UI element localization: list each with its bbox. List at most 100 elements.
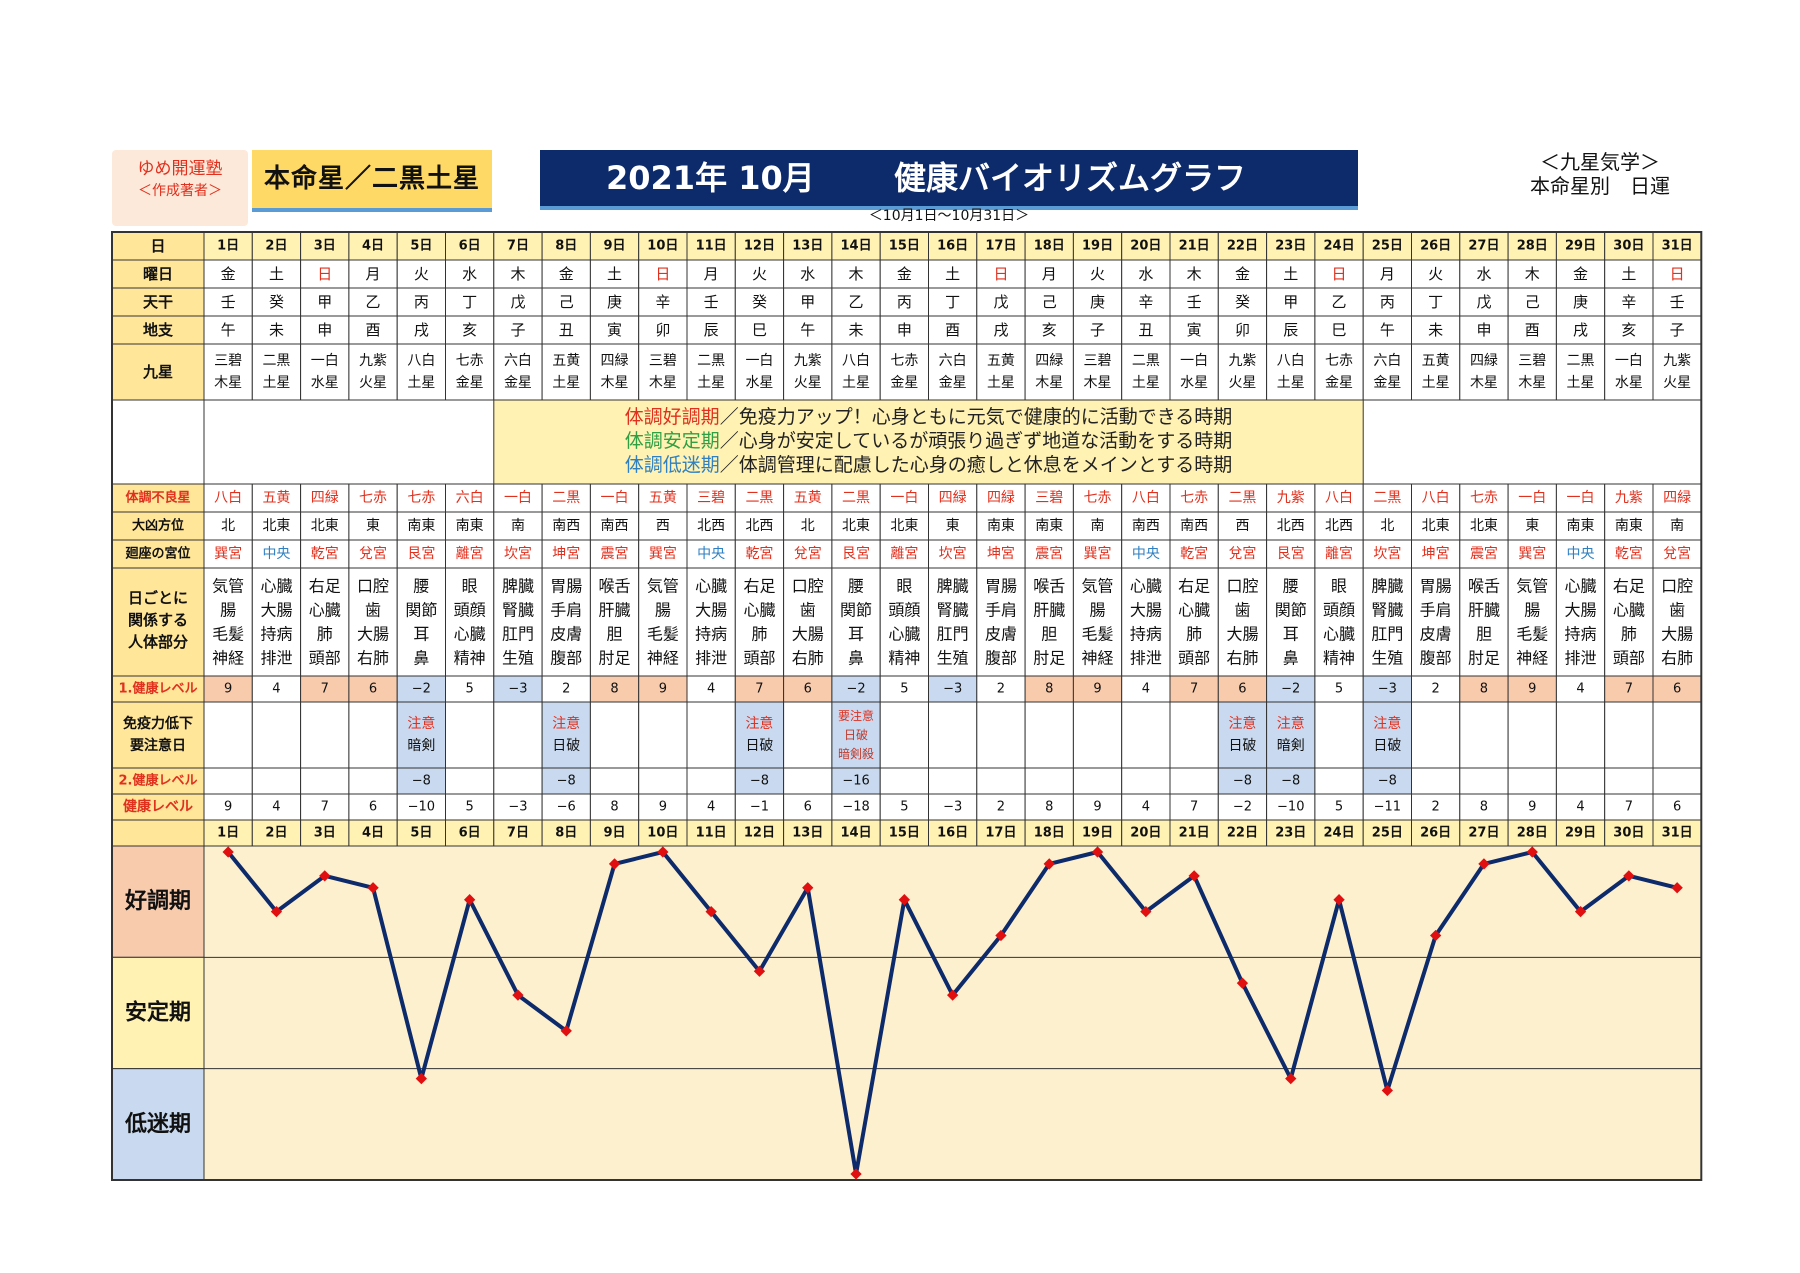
kyu-label: 乾宮 [311, 546, 339, 562]
body-part-label: 歯 [365, 601, 381, 620]
body-part-label: 肛門 [937, 625, 969, 644]
body-part-label: 右肺 [1226, 649, 1258, 668]
tenkan-label: 戊 [993, 293, 1008, 311]
body-part-label: 皮膚 [985, 625, 1017, 644]
immune-cell [445, 701, 495, 769]
chishi-label: 申 [1476, 321, 1491, 339]
weekday-label: 日 [1670, 265, 1685, 283]
body-part-label: 鼻 [1283, 649, 1299, 668]
kyu-cell [928, 539, 978, 569]
kyusei-label-bottom: 水星 [1180, 375, 1208, 391]
body-part-label: 脾臓 [1371, 577, 1403, 596]
weekday-label: 日 [317, 265, 332, 283]
day-label: 9日 [604, 826, 626, 841]
health2-cell [1604, 767, 1654, 795]
body-cell [879, 567, 930, 677]
day-label: 15日 [889, 826, 920, 841]
health1-value: 9 [1093, 682, 1101, 697]
day2-cell [541, 819, 591, 847]
total-value: 4 [1142, 800, 1150, 815]
data-point [1091, 846, 1104, 858]
body-part-label: 手肩 [550, 601, 582, 620]
body-part-label: 腸 [655, 601, 671, 620]
health2-cell [1459, 767, 1509, 795]
kyu-cell [976, 539, 1026, 569]
day-label: 24日 [1324, 826, 1355, 841]
kyu-cell [783, 539, 833, 569]
health2-value: −8 [412, 774, 431, 789]
body-part-label: 心臓 [695, 577, 727, 596]
body-part-label: 心臓 [1178, 601, 1210, 620]
kyusei-label-bottom: 土星 [1567, 375, 1595, 391]
day-cell [879, 231, 930, 261]
body-part-label: 肝臓 [1468, 601, 1500, 620]
legend-term: 体調好調期 [625, 406, 720, 428]
row-label-immune-line: 免疫力低下 [123, 715, 193, 732]
furyo-cell [1362, 483, 1412, 513]
body-part-label: 排泄 [695, 649, 727, 668]
tenkan-label: 丙 [897, 293, 912, 311]
body-part-label: 排泄 [260, 649, 292, 668]
body-part-label: 大腸 [1661, 625, 1693, 644]
body-part-label: 鼻 [848, 649, 864, 668]
title-year: 2021年 10月 [606, 159, 815, 197]
body-part-label: 関節 [405, 601, 437, 620]
kyusei-cell [1555, 343, 1606, 401]
furyo-label: 七赤 [1470, 490, 1498, 506]
health1-value: 6 [1673, 682, 1681, 697]
kyu-label: 艮宮 [1277, 546, 1305, 562]
page-title: 2021年 10月 健康バイオリズムグラフ [540, 150, 1358, 206]
title-name: 健康バイオリズムグラフ [894, 159, 1247, 197]
hoi-cell [831, 511, 881, 541]
immune-cell [1555, 701, 1606, 769]
day-label: 24日 [1324, 239, 1355, 254]
weekday-label: 火 [1090, 265, 1105, 283]
chishi-label: 亥 [1042, 321, 1057, 339]
body-part-label: 神経 [647, 649, 679, 668]
day-label: 1日 [217, 826, 239, 841]
tenkan-label: 戊 [1476, 293, 1491, 311]
day2-cell [638, 819, 688, 847]
body-part-label: 持病 [1130, 625, 1162, 644]
health2-cell [879, 767, 930, 795]
body-part-label: 排泄 [1130, 649, 1162, 668]
kyusei-cell [589, 343, 640, 401]
body-part-label: 腎臓 [1371, 601, 1403, 620]
kyu-cell [1072, 539, 1123, 569]
tenkan-cell [928, 287, 978, 317]
health1-cell [1411, 675, 1461, 703]
health1-cell [976, 675, 1026, 703]
row-label-body-line: 日ごとに [128, 589, 188, 607]
tenkan-label: 壬 [704, 293, 719, 311]
hoi-label: 南東 [1567, 518, 1595, 534]
legend-desc: ／体調管理に配慮した心身の癒しと休息をメインとする時期 [720, 454, 1232, 476]
furyo-cell [1024, 483, 1074, 513]
immune-cell [1459, 701, 1509, 769]
chishi-cell [1507, 315, 1557, 345]
weekday-label: 日 [993, 265, 1008, 283]
immune-note: 注意 [407, 715, 435, 732]
body-part-label: 頭部 [309, 649, 341, 668]
body-part-label: 耳 [848, 625, 864, 644]
data-point [850, 1168, 862, 1180]
kyu-label: 離宮 [890, 545, 918, 562]
hoi-label: 北東 [890, 518, 918, 534]
hoi-label: 南西 [552, 518, 580, 534]
weekday-label: 土 [269, 265, 284, 283]
health2-cell [541, 767, 591, 795]
tenkan-label: 丙 [414, 293, 429, 311]
day-label: 2日 [265, 826, 287, 841]
body-cell [493, 567, 543, 677]
total-value: 4 [1576, 800, 1584, 815]
day-label: 6日 [459, 826, 481, 841]
body-part-label: 右肺 [357, 649, 389, 668]
tenkan-cell [589, 287, 640, 317]
body-part-label: 心臓 [1130, 577, 1162, 596]
weekday-label: 日 [655, 265, 670, 283]
day-label: 6日 [459, 239, 481, 254]
kyusei-label: ＜九星気学＞ 本命星別 日運 [1500, 150, 1700, 198]
kyusei-label-top: 六白 [504, 353, 532, 369]
chishi-label: 酉 [366, 321, 381, 339]
health1-value: −3 [1378, 682, 1397, 697]
day-label: 4日 [362, 239, 384, 254]
